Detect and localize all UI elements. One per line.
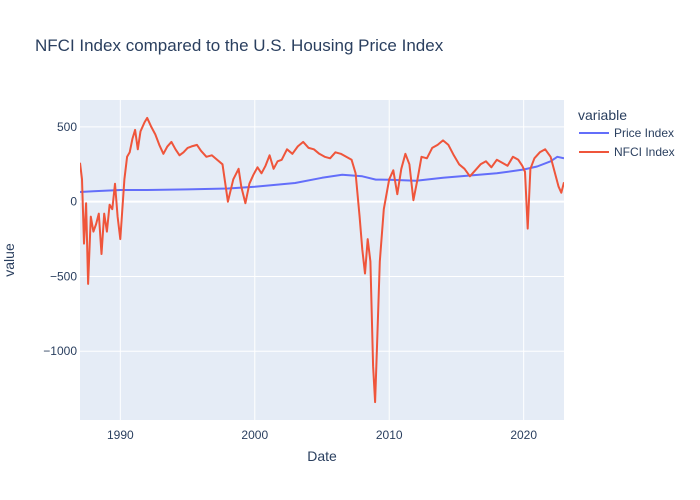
x-tick-label: 2010 <box>376 428 403 442</box>
y-tick-label: −1000 <box>43 344 77 358</box>
legend-label: NFCI Index <box>614 145 675 159</box>
legend-label: Price Index <box>614 126 674 140</box>
legend[interactable]: variable Price Index NFCI Index <box>578 107 675 159</box>
plot-background <box>80 100 564 420</box>
y-tick-label: 0 <box>70 195 77 209</box>
y-tick-label: −500 <box>50 269 77 283</box>
chart-title: NFCI Index compared to the U.S. Housing … <box>35 36 444 55</box>
legend-title: variable <box>578 107 627 123</box>
legend-item-price-index[interactable]: Price Index <box>579 126 674 140</box>
x-axis-title: Date <box>307 448 337 464</box>
y-axis-title: value <box>1 243 17 277</box>
y-tick-labels: 500 0 −500 −1000 <box>43 120 77 358</box>
series-lines <box>80 116 564 404</box>
y-tick-label: 500 <box>57 120 77 134</box>
x-tick-label: 2000 <box>241 428 268 442</box>
legend-items: Price Index NFCI Index <box>579 126 675 159</box>
legend-item-nfci-index[interactable]: NFCI Index <box>579 145 675 159</box>
x-tick-label: 1990 <box>107 428 134 442</box>
x-tick-labels: 1990 2000 2010 2020 <box>107 428 537 442</box>
series-line-nfci-index <box>80 116 564 404</box>
grid-lines <box>80 100 564 420</box>
x-tick-label: 2020 <box>510 428 537 442</box>
